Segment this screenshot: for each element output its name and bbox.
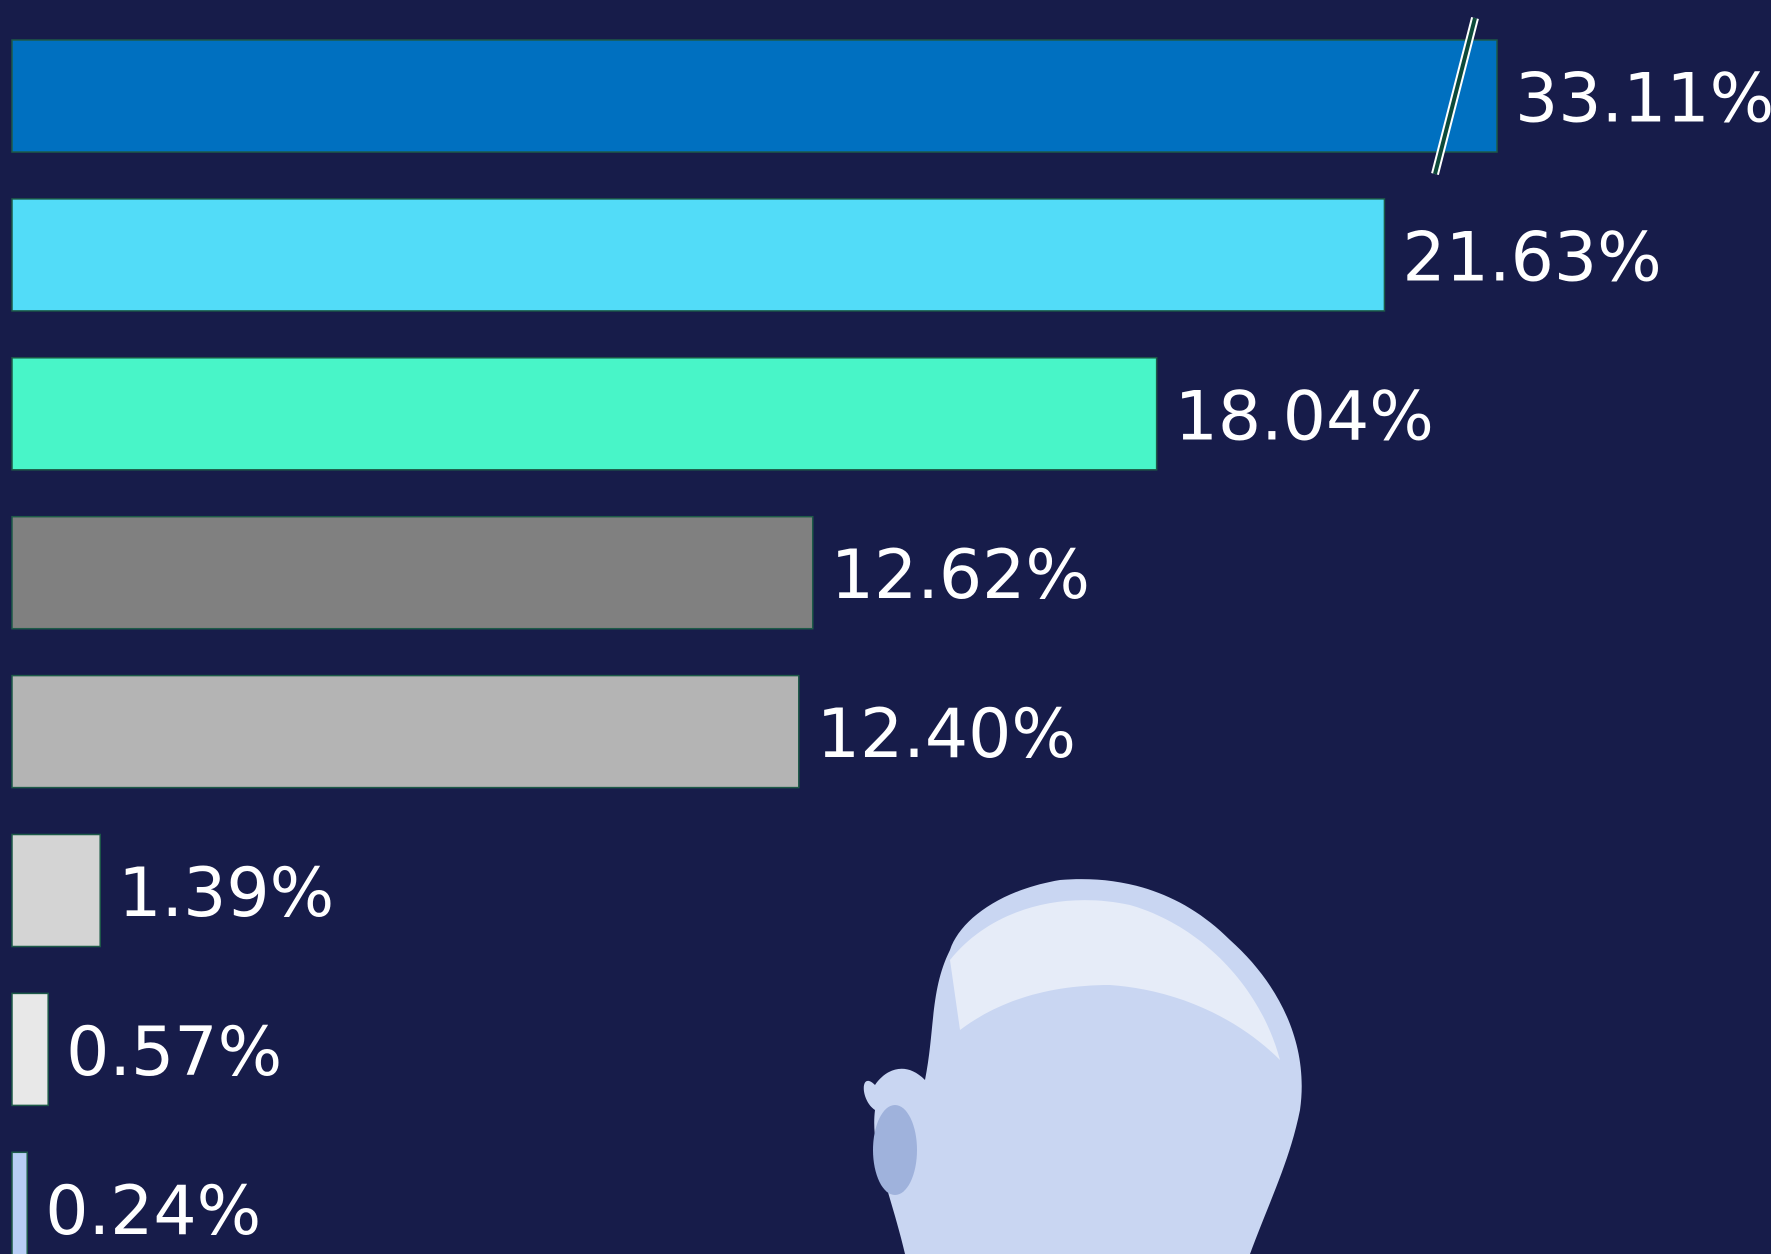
value-label: 12.62% [831,536,1090,615]
bar [12,517,813,629]
value-label: 33.11% [1515,60,1771,139]
bar [12,835,100,947]
value-label: 21.63% [1402,218,1661,297]
value-label: 1.39% [118,854,334,933]
value-label: 12.40% [817,695,1076,774]
value-label: 0.24% [45,1172,261,1251]
bar [12,993,48,1105]
bar [12,358,1157,470]
value-label: 18.04% [1175,377,1434,456]
chart: 33.11% 21.63% 18.04% 12.62% 12.40% 1.39% 0.57%… [0,0,1771,1254]
bar [12,199,1384,311]
value-label: 0.57% [66,1013,282,1092]
bar [12,40,1497,152]
bar [12,1152,27,1254]
bar [12,676,799,788]
